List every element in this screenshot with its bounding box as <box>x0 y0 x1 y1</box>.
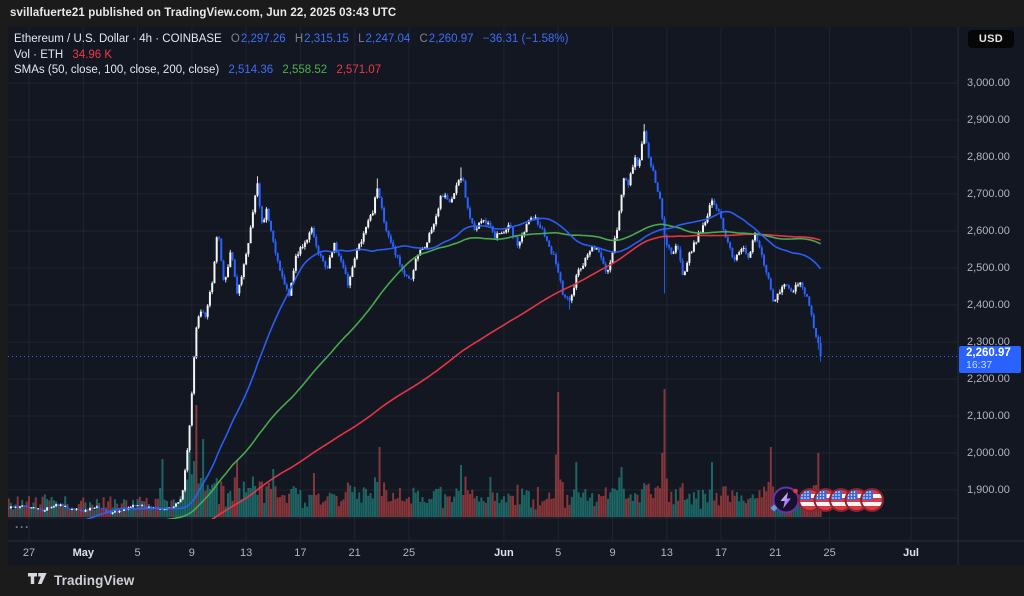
time-tick: 21 <box>769 547 782 559</box>
time-tick: 27 <box>22 547 36 559</box>
time-tick: 25 <box>823 547 836 559</box>
legend-smas-row[interactable]: SMAs (50, close, 100, close, 200, close)… <box>14 63 568 78</box>
price-tick: 2,600.00 <box>967 225 1010 237</box>
sma100-value: 2,558.52 <box>282 64 328 76</box>
time-tick: Jun <box>494 547 514 559</box>
time-tick: 5 <box>555 547 562 559</box>
lightning-sticker <box>770 486 800 514</box>
sma50-value: 2,514.36 <box>228 64 274 76</box>
price-tick: 3,000.00 <box>967 77 1010 89</box>
legend-symbol-row[interactable]: Ethereum / U.S. Dollar · 4h · COINBASE O… <box>14 32 568 47</box>
price-tick: 2,800.00 <box>967 151 1010 163</box>
time-tick: 17 <box>294 547 307 559</box>
last-price-label: 2,260.97 16:37 <box>959 346 1021 373</box>
us-flag-sticker <box>860 488 884 512</box>
currency-toggle-button[interactable]: USD <box>967 30 1014 48</box>
close-label: C <box>419 33 428 45</box>
sma200-value: 2,571.07 <box>336 64 382 76</box>
emoji-stickers[interactable] <box>768 483 884 517</box>
publish-bar: svillafuerte21 published on TradingView.… <box>0 0 1024 27</box>
legend-volume-row[interactable]: Vol · ETH 34.96 K <box>14 48 568 63</box>
close-value: 2,260.97 <box>428 33 474 45</box>
open-value: 2,297.26 <box>240 33 286 45</box>
symbol-title: Ethereum / U.S. Dollar · 4h · COINBASE <box>14 33 222 45</box>
time-tick: 25 <box>402 547 416 559</box>
pane-more-button[interactable]: ··· <box>15 520 30 534</box>
volume-value: 34.96 K <box>72 48 113 61</box>
price-tick: 2,900.00 <box>967 114 1010 126</box>
bar-countdown: 16:37 <box>966 359 993 371</box>
price-tick: 2,500.00 <box>967 262 1010 274</box>
time-tick: 13 <box>239 547 253 559</box>
price-tick: 2,200.00 <box>967 373 1010 385</box>
brand-wordmark: TradingView <box>54 573 135 588</box>
time-tick: Jul <box>903 547 919 559</box>
tradingview-logo-icon <box>28 573 47 584</box>
last-price-value: 2,260.97 <box>966 347 1011 359</box>
price-tick: 1,900.00 <box>967 484 1010 496</box>
price-tick: 2,300.00 <box>967 336 1010 348</box>
open-label: O <box>230 33 240 45</box>
low-label: L <box>358 33 365 45</box>
smas-label: SMAs (50, close, 100, close, 200, close) <box>14 64 220 76</box>
high-value: 2,315.15 <box>304 33 349 45</box>
tradingview-link[interactable]: TradingView <box>28 573 134 588</box>
high-label: H <box>294 33 304 45</box>
time-tick: May <box>72 547 94 559</box>
volume-label: Vol · ETH <box>14 48 64 61</box>
time-tick: 9 <box>609 547 616 559</box>
time-tick: 21 <box>348 547 361 559</box>
time-tick: 9 <box>188 547 195 559</box>
price-tick: 2,000.00 <box>967 447 1010 459</box>
price-tick: 2,100.00 <box>967 410 1010 422</box>
chart-legend: Ethereum / U.S. Dollar · 4h · COINBASE O… <box>14 32 568 79</box>
time-tick: 13 <box>660 547 673 559</box>
low-value: 2,247.04 <box>365 33 411 45</box>
price-tick: 2,700.00 <box>967 188 1010 200</box>
publish-line: svillafuerte21 published on TradingView.… <box>10 7 397 19</box>
price-tick: 2,400.00 <box>967 299 1010 311</box>
footer-bar: TradingView <box>0 565 1024 596</box>
stickers-canvas[interactable] <box>768 483 884 517</box>
chart-background <box>8 27 1024 565</box>
time-tick: 17 <box>714 547 728 559</box>
time-tick: 5 <box>134 547 141 559</box>
change-value: −36.31 (−1.58%) <box>482 33 569 45</box>
